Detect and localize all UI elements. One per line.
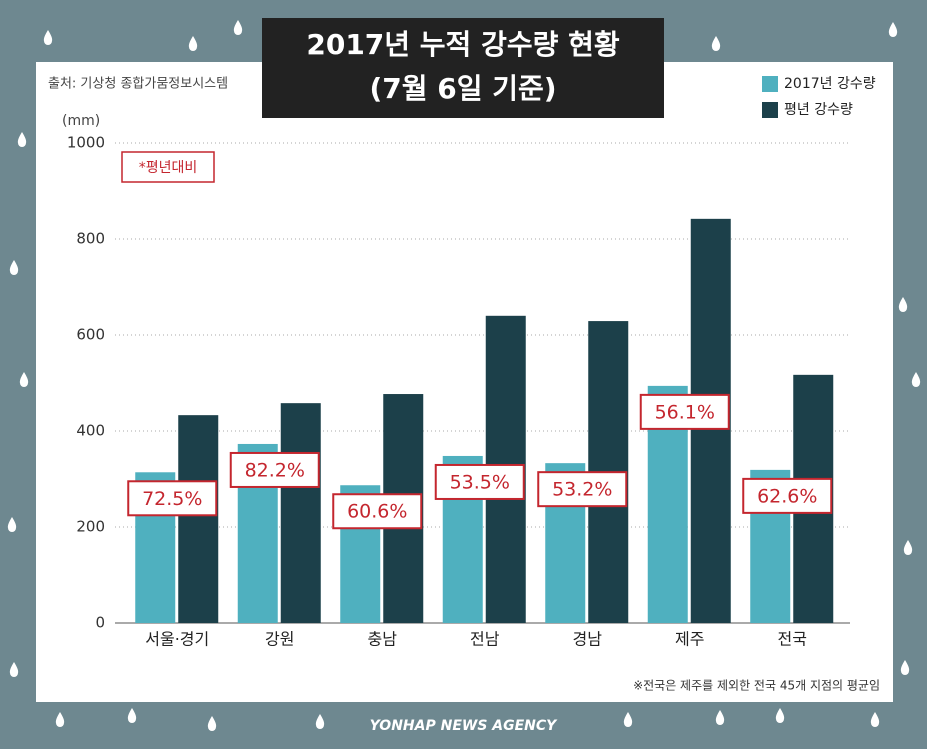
chart-subtitle: (7월 6일 기준) xyxy=(369,72,556,105)
raindrop xyxy=(17,132,27,147)
legend-swatch xyxy=(762,102,778,118)
chart-title: 2017년 누적 강수량 현황 xyxy=(306,28,619,61)
annotation-box xyxy=(121,151,215,183)
ratio-label: 53.5% xyxy=(450,471,510,493)
y-tick-label: 0 xyxy=(95,614,105,632)
y-tick-label: 200 xyxy=(76,518,105,536)
raindrop xyxy=(233,20,243,35)
legend-label: 2017년 강수량 xyxy=(784,76,876,92)
raindrop xyxy=(903,540,913,555)
bar xyxy=(178,415,219,623)
bar xyxy=(280,403,321,623)
raindrop xyxy=(7,517,17,532)
x-tick-label: 전국 xyxy=(778,630,807,649)
legend-swatch xyxy=(762,76,778,92)
raindrop xyxy=(870,712,880,727)
y-tick-label: 600 xyxy=(76,326,105,344)
raindrop xyxy=(188,36,198,51)
ratio-label: 56.1% xyxy=(655,401,715,423)
x-tick-label: 충남 xyxy=(368,630,398,649)
ratio-label: 62.6% xyxy=(757,485,817,507)
ratio-label-box xyxy=(127,480,218,517)
ratio-label-box xyxy=(639,393,730,430)
ratio-label-box xyxy=(742,477,833,514)
legend-label: 평년 강수량 xyxy=(784,102,853,118)
y-tick-label: 400 xyxy=(76,422,105,440)
raindrop xyxy=(43,30,53,45)
raindrop xyxy=(55,712,65,727)
x-tick-label: 전남 xyxy=(470,630,500,649)
y-tick-label: 800 xyxy=(76,230,105,248)
footnote: ※전국은 제주를 제외한 전국 45개 지점의 평균임 xyxy=(633,679,880,693)
ratio-label: 60.6% xyxy=(347,501,407,523)
raindrop xyxy=(715,710,725,725)
raindrop xyxy=(207,716,217,731)
raindrop xyxy=(315,714,325,729)
raindrop xyxy=(711,36,721,51)
ratio-label-box xyxy=(229,451,320,488)
ratio-label-box xyxy=(537,471,628,508)
raindrop xyxy=(775,708,785,723)
raindrops xyxy=(7,20,921,731)
y-axis-label: (mm) xyxy=(62,113,100,129)
raindrop xyxy=(911,372,921,387)
source: 출처: 기상청 종합가뭄정보시스템 xyxy=(48,77,228,92)
x-tick-label: 경남 xyxy=(573,630,603,649)
annotation: *평년대비 xyxy=(139,160,198,176)
credit: YONHAP NEWS AGENCY xyxy=(370,718,559,734)
raindrop xyxy=(888,22,898,37)
y-tick-label: 1000 xyxy=(67,134,105,152)
ratio-label: 82.2% xyxy=(245,459,305,481)
x-tick-label: 제주 xyxy=(675,630,704,649)
ratio-label: 53.2% xyxy=(552,479,612,501)
x-tick-label: 서울·경기 xyxy=(145,630,209,649)
raindrop xyxy=(127,708,137,723)
title-box xyxy=(262,18,664,118)
ratio-label: 72.5% xyxy=(142,488,202,510)
x-tick-label: 강원 xyxy=(265,630,294,649)
raindrop xyxy=(9,260,19,275)
raindrop xyxy=(9,662,19,677)
raindrop xyxy=(898,297,908,312)
ratio-label-box xyxy=(434,463,525,500)
raindrop xyxy=(19,372,29,387)
raindrop xyxy=(900,660,910,675)
raindrop xyxy=(623,712,633,727)
ratio-label-box xyxy=(332,493,423,530)
